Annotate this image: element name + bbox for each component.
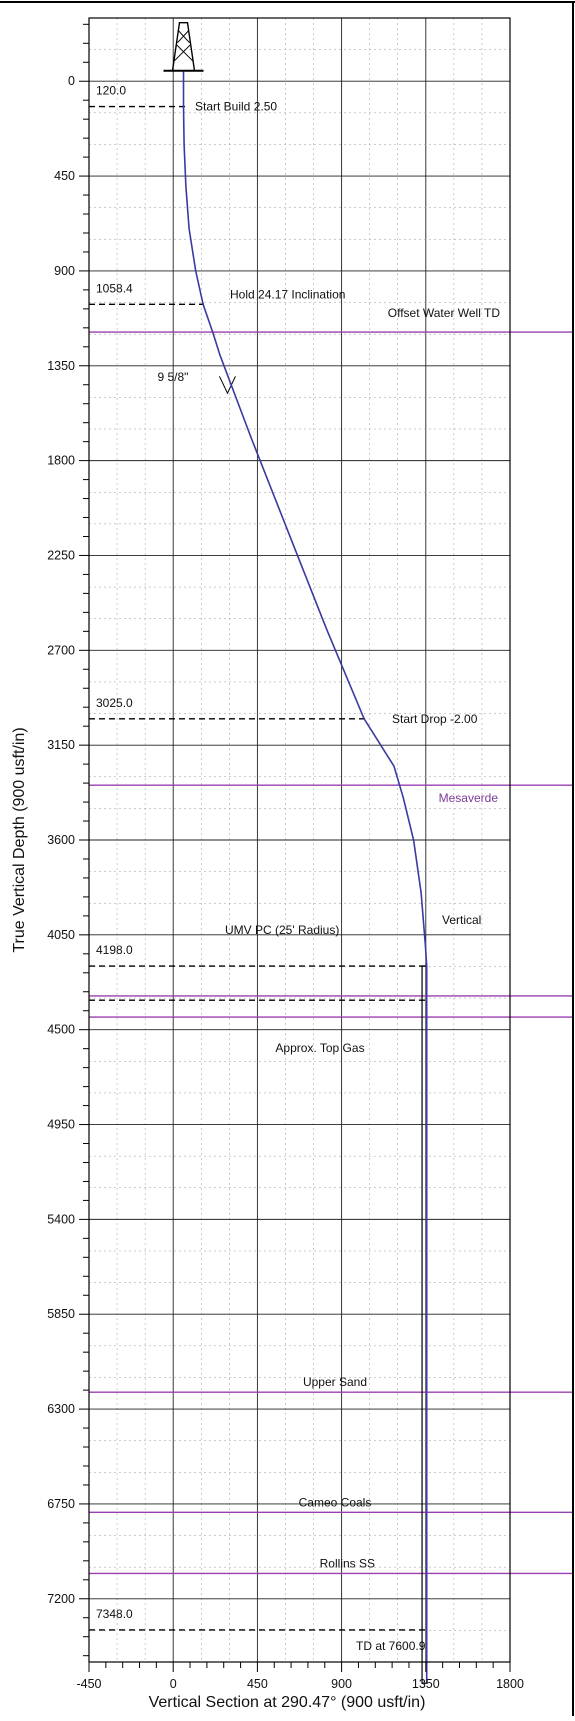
y-tick-label: 4500: [47, 1023, 75, 1037]
x-tick-label: 450: [247, 1677, 268, 1691]
y-tick-label: 900: [54, 264, 75, 278]
annotation-label: TD at 7600.9: [356, 1639, 426, 1653]
plot-frame: [88, 17, 511, 1663]
annotation-label: Hold 24.17 Inclination: [230, 287, 345, 301]
annotation-label: Start Build 2.50: [195, 100, 277, 114]
annotation-depth: 7348.0: [96, 1607, 133, 1621]
formation-label: Approx. Top Gas: [275, 1041, 364, 1055]
annotations: 120.0 Start Build 2.50 1058.4 Hold 24.17 In…: [89, 84, 481, 1653]
formation-label: Rollins SS: [320, 1556, 375, 1570]
y-tick-label: 1800: [47, 454, 75, 468]
formation-label: Mesaverde: [439, 791, 499, 805]
y-tick-label: 6750: [47, 1497, 75, 1511]
y-tick-label: 4050: [47, 928, 75, 942]
wellpath: [163, 21, 428, 1684]
annotation-depth: 3025.0: [96, 696, 133, 710]
x-tick-label: 1350: [412, 1677, 440, 1691]
x-tick-label: 1800: [496, 1677, 524, 1691]
y-tick-label: 0: [68, 74, 75, 88]
y-tick-label: 3150: [47, 738, 75, 752]
y-tick-label: 2250: [47, 548, 75, 562]
y-tick-label: 1350: [47, 359, 75, 373]
y-tick-label: 2700: [47, 643, 75, 657]
rig-derrick-frame: [171, 21, 196, 71]
y-tick-label: 450: [54, 169, 75, 183]
grid: [89, 18, 510, 1663]
drilling-rig-icon: [163, 21, 204, 72]
wellpath-line: [182, 70, 428, 1684]
y-tick-label: 4950: [47, 1118, 75, 1132]
y-tick-label: 3600: [47, 833, 75, 847]
y-tick-label: 5400: [47, 1212, 75, 1226]
casing-label: 9 5/8": [157, 370, 188, 384]
y-tick-label: 7200: [47, 1592, 75, 1606]
casing-shoe-marker: [219, 376, 236, 395]
x-tick-label: 0: [170, 1677, 177, 1691]
y-tick-label: 6300: [47, 1402, 75, 1416]
vertical-label: Vertical: [442, 913, 481, 927]
annotation-depth: 120.0: [96, 84, 126, 98]
formation-label: Offset Water Well TD: [388, 306, 501, 320]
annotation-label: UMV PC (25' Radius): [225, 923, 339, 937]
y-axis-label: True Vertical Depth (900 usft/in): [11, 727, 28, 952]
x-tick-label: -450: [76, 1677, 101, 1691]
formation-label: Upper Sand: [303, 1375, 367, 1389]
y-tick-label: 5850: [47, 1307, 75, 1321]
x-tick-label: 900: [331, 1677, 352, 1691]
x-axis-label: Vertical Section at 290.47° (900 usft/in…: [149, 1694, 426, 1711]
formation-lines: Offset Water Well TD Mesaverde Approx. Top…: [89, 306, 574, 1575]
annotation-depth: 1058.4: [96, 281, 133, 295]
formation-label: Cameo Coals: [299, 1495, 372, 1509]
rig-derrick-bracing: [174, 30, 193, 62]
annotation-depth: 4198.0: [96, 943, 133, 957]
annotation-label: Start Drop -2.00: [392, 712, 478, 726]
